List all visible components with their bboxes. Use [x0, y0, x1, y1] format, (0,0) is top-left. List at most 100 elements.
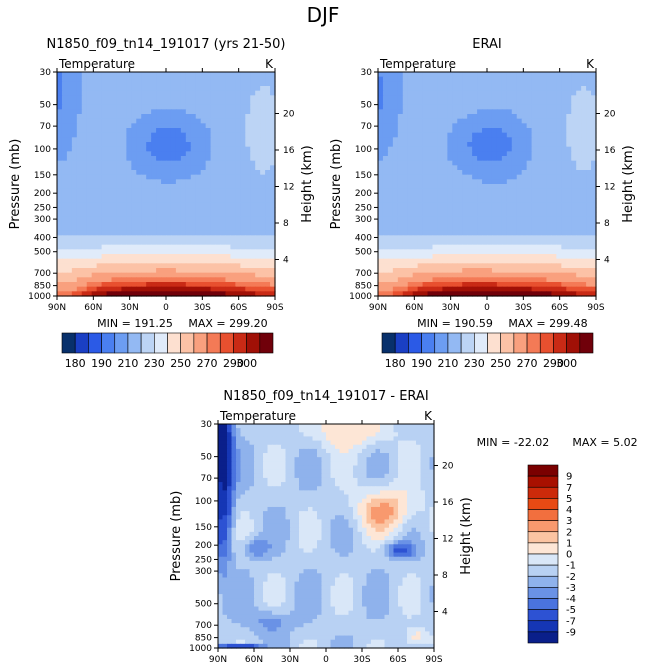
field-cell — [175, 258, 182, 264]
field-cell — [462, 258, 468, 264]
field-cell — [161, 123, 167, 129]
field-cell — [387, 81, 394, 87]
field-cell — [250, 156, 256, 162]
field-cell — [387, 272, 394, 278]
field-cell — [121, 272, 127, 278]
field-cell — [487, 254, 493, 260]
field-cell — [387, 137, 394, 143]
field-cell — [255, 118, 261, 124]
field-cell — [366, 453, 372, 458]
y-tick-label: 30 — [40, 68, 52, 78]
field-cell — [398, 444, 404, 450]
field-cell — [392, 156, 399, 162]
field-cell — [462, 109, 468, 115]
field-cell — [66, 114, 73, 120]
field-cell — [472, 254, 478, 260]
field-cell — [260, 100, 266, 106]
field-cell — [353, 465, 359, 471]
field-cell — [101, 86, 108, 92]
field-cell — [375, 424, 381, 429]
field-cell — [255, 76, 261, 82]
field-cell — [556, 254, 562, 260]
field-cell — [348, 440, 354, 446]
field-cell — [556, 272, 562, 278]
field-cell — [141, 286, 147, 292]
field-cell — [467, 160, 473, 166]
field-cell — [146, 100, 152, 106]
field-cell — [432, 179, 439, 185]
field-cell — [111, 95, 118, 101]
field-cell — [180, 221, 187, 227]
field-cell — [407, 440, 413, 446]
field-cell — [195, 81, 202, 87]
field-cell — [231, 448, 237, 454]
field-cell — [447, 137, 453, 143]
field-cell — [387, 132, 394, 138]
field-cell — [116, 123, 123, 129]
field-cell — [353, 469, 359, 475]
field-cell — [61, 272, 68, 278]
field-cell — [387, 72, 394, 78]
field-cell — [511, 207, 518, 213]
field-cell — [57, 118, 63, 124]
field-cell — [267, 444, 273, 450]
field-cell — [249, 473, 255, 479]
field-cell — [397, 123, 404, 129]
field-cell — [472, 174, 478, 180]
field-cell — [392, 254, 399, 260]
field-cell — [546, 198, 553, 204]
field-cell — [586, 118, 592, 124]
field-cell — [308, 424, 314, 429]
field-cell — [437, 146, 444, 152]
field-cell — [66, 179, 73, 185]
colorbar-swatch — [61, 332, 76, 354]
field-cell — [308, 428, 314, 433]
field-cell — [452, 174, 458, 180]
field-cell — [156, 254, 162, 260]
field-cell — [299, 440, 305, 446]
field-cell — [215, 193, 222, 199]
field-cell — [285, 440, 291, 446]
field-cell — [215, 114, 222, 120]
field-cell — [457, 151, 463, 157]
field-cell — [255, 109, 261, 115]
field-cell — [487, 282, 493, 288]
field-cell — [76, 282, 83, 288]
colorbar-swatch — [553, 332, 567, 354]
field-cell — [447, 249, 453, 255]
field-cell — [521, 76, 528, 82]
field-cell — [378, 123, 384, 129]
field-cell — [101, 100, 108, 106]
field-cell — [427, 202, 434, 208]
field-cell — [571, 258, 577, 264]
field-cell — [220, 151, 227, 157]
field-cell — [541, 188, 548, 194]
field-cell — [392, 202, 399, 208]
field-cell — [531, 291, 538, 297]
field-cell — [227, 424, 233, 429]
field-cell — [61, 76, 68, 82]
field-cell — [477, 291, 483, 297]
field-cell — [526, 142, 533, 148]
field-cell — [281, 457, 287, 462]
field-cell — [151, 235, 157, 241]
x-tick-label: 0 — [163, 303, 169, 313]
field-cell — [71, 156, 78, 162]
field-cell — [526, 118, 533, 124]
field-cell — [81, 193, 88, 199]
field-cell — [491, 118, 498, 124]
field-cell — [387, 230, 394, 236]
field-cell — [586, 202, 592, 208]
field-cell — [156, 268, 162, 274]
field-cell — [260, 272, 266, 278]
field-cell — [586, 212, 592, 218]
field-cell — [576, 184, 582, 190]
field-cell — [225, 277, 232, 283]
field-cell — [146, 272, 152, 278]
field-cell — [472, 142, 478, 148]
field-cell — [235, 216, 241, 222]
field-cell — [101, 123, 108, 129]
field-cell — [581, 76, 587, 82]
field-cell — [116, 118, 123, 124]
field-cell — [116, 114, 123, 120]
